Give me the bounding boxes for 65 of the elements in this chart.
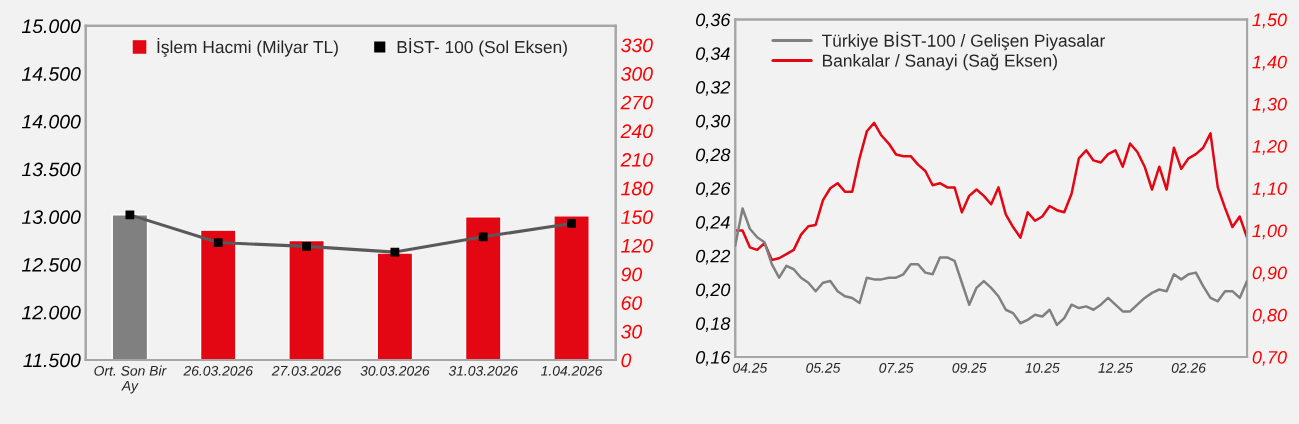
y2-tick-label: 0,70: [1252, 350, 1287, 366]
x-tick-label: 1.04.2026: [541, 365, 603, 376]
y2-tick-label: 1,50: [1252, 13, 1287, 29]
line-series: [735, 207, 1248, 327]
y-tick-label: 0,36: [696, 13, 731, 29]
y2-tick-label: 1,30: [1252, 97, 1287, 113]
x-tick-label: 05.25: [806, 362, 841, 373]
y-tick-label: 13.500: [21, 162, 81, 177]
y2-tick-label: 1,00: [1252, 224, 1287, 240]
y-tick-label: 0,20: [696, 283, 731, 299]
x-tick-label: 12.25: [1098, 362, 1133, 373]
y2-tick-label: 180: [621, 181, 653, 196]
x-tick-label: 27.03.2026: [271, 365, 342, 376]
x-tick-label: 09.25: [952, 362, 987, 373]
y-tick-label: 14.500: [21, 67, 81, 81]
y-tick-label: 0,28: [696, 148, 731, 164]
y2-tick-label: 270: [620, 95, 653, 110]
y2-tick-label: 120: [621, 238, 653, 253]
y2-tick-label: 1,10: [1252, 182, 1287, 198]
y2-tick-label: 0: [621, 353, 632, 368]
y-tick-label: 0,22: [696, 249, 731, 265]
bar: [288, 239, 325, 360]
legend-label: Bankalar / Sanayi (Sağ Eksen): [823, 53, 1057, 71]
y2-tick-label: 240: [620, 124, 653, 139]
x-tick-label: 04.25: [733, 362, 768, 373]
legend-label: İşlem Hacmi (Milyar TL): [157, 38, 338, 57]
legend-label: Türkiye BİST-100 / Gelişen Piyasalar: [821, 31, 1105, 51]
x-tick-label: 10.25: [1025, 362, 1060, 373]
bar: [464, 216, 502, 360]
y-tick-label: 11.500: [23, 353, 81, 368]
line-series: [735, 121, 1248, 262]
y2-tick-label: 300: [621, 67, 653, 81]
y2-tick-label: 30: [621, 324, 643, 339]
y-tick-label: 12.000: [21, 305, 81, 320]
y2-tick-label: 210: [620, 152, 653, 167]
y-tick-label: 15.000: [21, 19, 81, 34]
y-tick-label: 14.000: [21, 114, 81, 129]
y-tick-label: 0,18: [696, 317, 731, 333]
y2-tick-label: 1,20: [1252, 140, 1287, 155]
y2-tick-label: 90: [621, 267, 643, 282]
y-tick-label: 0,16: [696, 350, 731, 366]
y-tick-label: 0,26: [696, 182, 731, 198]
y2-tick-label: 1,40: [1252, 55, 1287, 71]
bar: [553, 215, 590, 360]
y-tick-label: 0,32: [696, 80, 731, 96]
y2-tick-label: 150: [621, 210, 653, 225]
y-tick-label: 0,34: [696, 47, 730, 63]
y2-tick-label: 60: [621, 296, 643, 310]
y-tick-label: 13.000: [21, 210, 81, 225]
x-tick-label: 30.03.2026: [360, 365, 430, 376]
x-tick-label: 02.26: [1171, 362, 1206, 373]
bar: [376, 252, 414, 360]
y2-tick-label: 330: [621, 38, 653, 53]
x-tick-label: 31.03.2026: [448, 365, 518, 376]
x-tick-label: 26.03.2026: [183, 365, 253, 376]
legend-label: BİST- 100 (Sol Eksen): [397, 38, 567, 57]
y-tick-label: 0,24: [696, 215, 730, 231]
x-tick-label: Ort. Son Bir Ay: [94, 365, 167, 394]
bar: [199, 229, 237, 360]
y2-tick-label: 0,90: [1252, 266, 1287, 282]
x-tick-label: 07.25: [879, 362, 914, 373]
y-tick-label: 12.500: [21, 257, 81, 272]
y-tick-label: 0,30: [696, 114, 731, 130]
y2-tick-label: 0,80: [1252, 308, 1287, 324]
bar: [111, 214, 149, 360]
